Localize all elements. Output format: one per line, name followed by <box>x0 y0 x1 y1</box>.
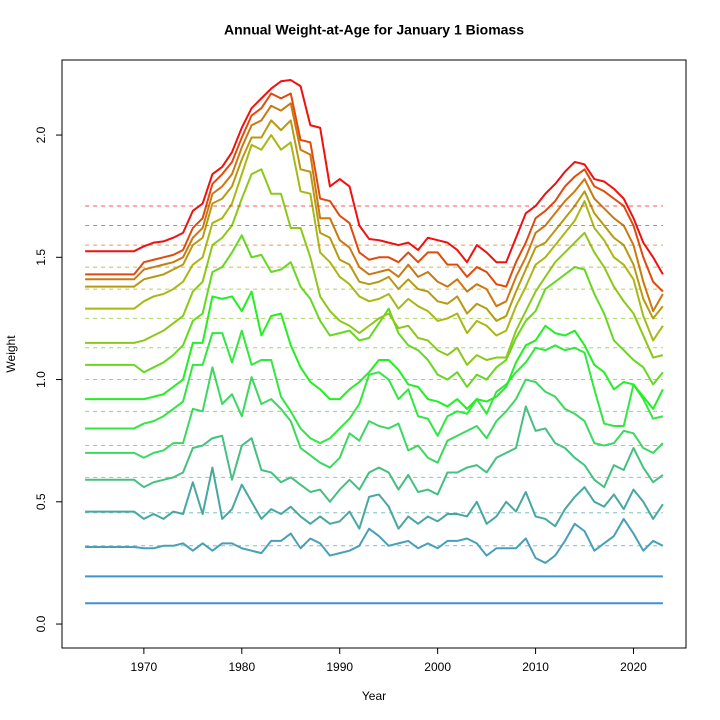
x-axis-label: Year <box>362 689 386 703</box>
series-line <box>85 466 664 530</box>
series-line <box>85 329 664 445</box>
series-line <box>85 79 664 275</box>
x-tick-label: 1990 <box>326 660 353 674</box>
x-tick-label: 2020 <box>620 660 647 674</box>
series-line <box>85 134 664 342</box>
y-tick-label: 1.0 <box>34 371 48 388</box>
chart-title: Annual Weight-at-Age for January 1 Bioma… <box>224 22 524 38</box>
y-tick-label: 1.5 <box>34 249 48 266</box>
series-line <box>85 119 664 322</box>
series-line <box>85 92 664 293</box>
y-axis-label: Weight <box>4 335 18 373</box>
series-line <box>85 405 664 503</box>
series-line <box>85 290 664 410</box>
plot-box <box>61 59 687 649</box>
series-line <box>85 366 664 469</box>
x-tick-label: 2000 <box>424 660 451 674</box>
series-line <box>85 102 664 313</box>
x-tick-label: 1980 <box>228 660 255 674</box>
x-tick-label: 1970 <box>131 660 158 674</box>
x-tick-label: 2010 <box>522 660 549 674</box>
series-line <box>85 517 664 564</box>
series-line <box>85 168 664 366</box>
y-tick-label: 0.5 <box>34 493 48 510</box>
y-tick-label: 2.0 <box>34 126 48 143</box>
y-tick-label: 0.0 <box>34 615 48 632</box>
series-line <box>85 234 664 388</box>
